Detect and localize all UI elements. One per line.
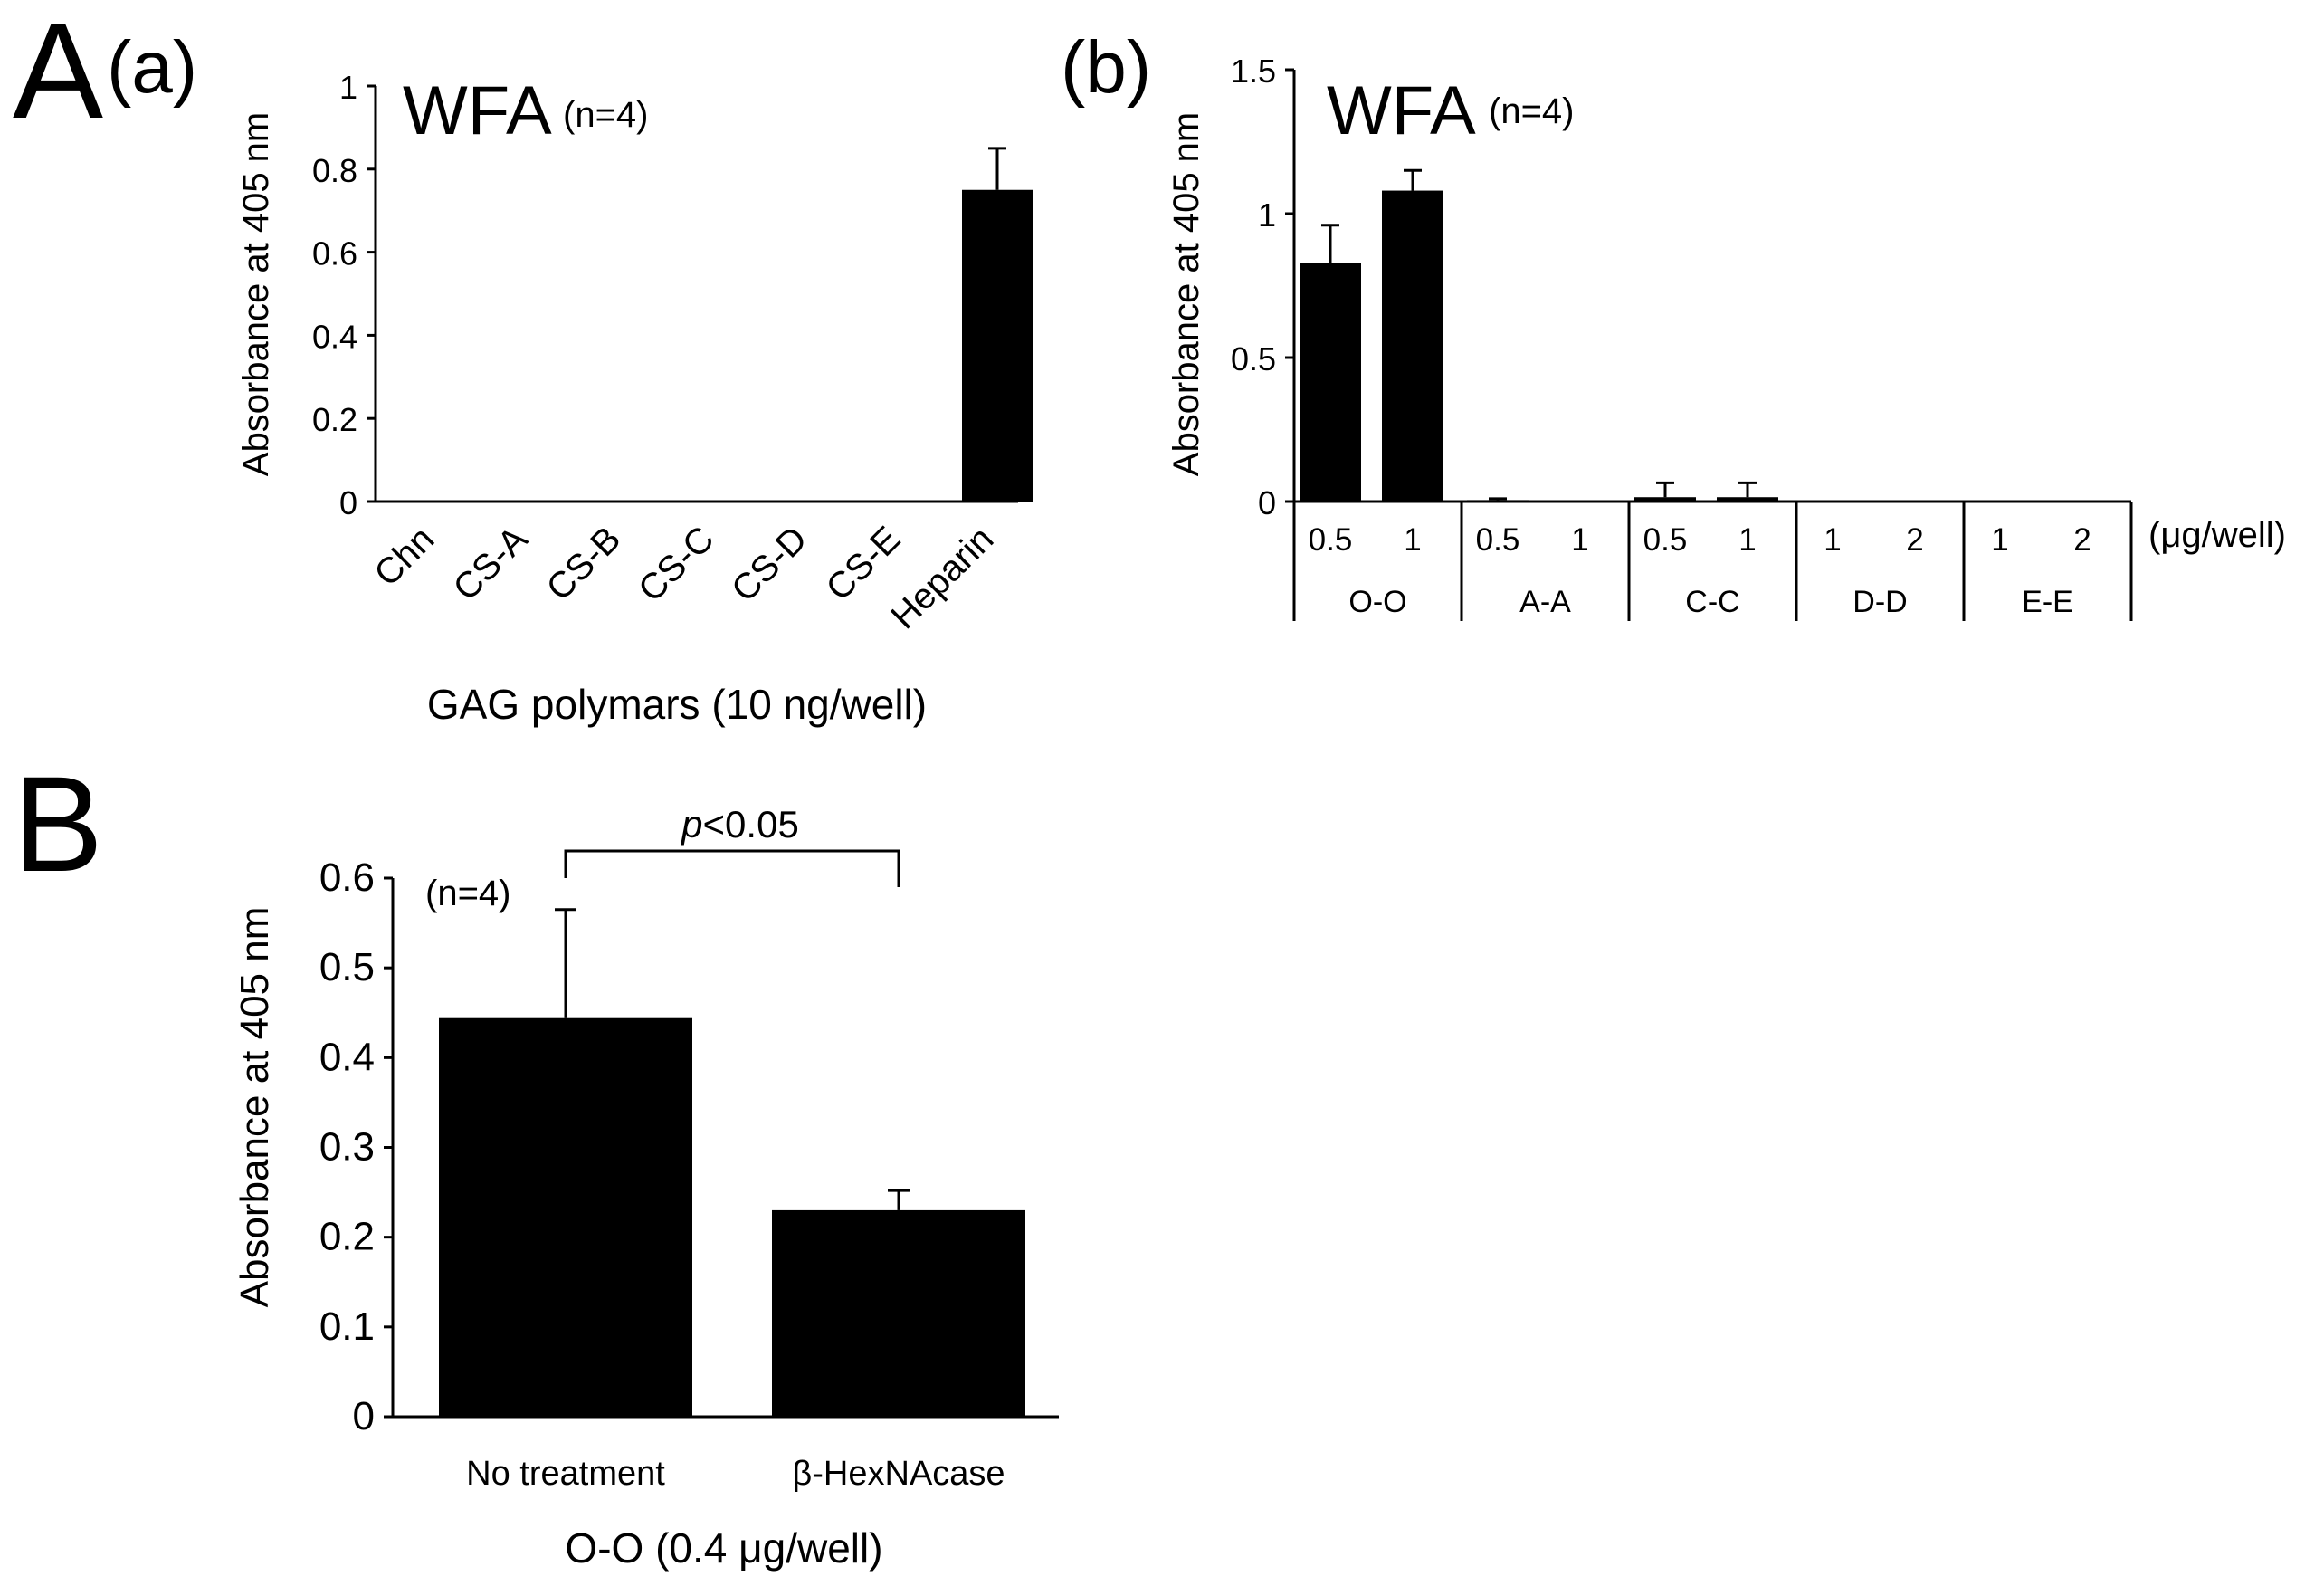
panel-label-b: (b) xyxy=(1061,26,1151,109)
chart-ab-bar xyxy=(1300,263,1361,502)
chart-ab-concentration-label: 0.5 xyxy=(1476,522,1520,558)
chart-ab-y-tick-label: 1 xyxy=(1258,196,1276,234)
chart-aa-y-tick-label: 0.2 xyxy=(312,401,357,438)
chart-ab-unit-label: (μg/well) xyxy=(2148,515,2286,555)
chart-ab-bar xyxy=(1717,497,1778,502)
chart-b-p-rest: <0.05 xyxy=(703,803,799,846)
chart-aa-bar xyxy=(962,189,1033,502)
chart-ab-group-label: O-O xyxy=(1348,585,1406,619)
chart-aa-y-tick-label: 1 xyxy=(339,69,357,106)
chart-aa-category-label: CS-D xyxy=(724,519,814,609)
chart-b-p-italic: p xyxy=(680,803,702,846)
chart-aa-category-label: Chn xyxy=(367,519,442,594)
chart-ab-y-tick-label: 1.5 xyxy=(1231,53,1276,90)
chart-b-y-axis-label: Absorbance at 405 nm xyxy=(233,907,277,1308)
chart-b-significance-bracket xyxy=(564,849,900,887)
chart-ab: WFA (n=4) Absorbance at 405 nm (μg/well)… xyxy=(1167,53,2286,621)
chart-aa-y-tick-label: 0.4 xyxy=(312,318,357,355)
panel-label-B: B xyxy=(13,748,103,900)
chart-ab-concentration-label: 1 xyxy=(1571,522,1588,558)
chart-b-category-label: β-HexNAcase xyxy=(792,1455,1005,1493)
chart-aa-y-tick-label: 0 xyxy=(339,484,357,521)
chart-ab-concentration-label: 1 xyxy=(1404,522,1421,558)
chart-ab-concentration-label: 0.5 xyxy=(1309,522,1353,558)
chart-aa-y-tick-label: 0.8 xyxy=(312,152,357,189)
chart-ab-n-label: (n=4) xyxy=(1489,91,1575,131)
chart-aa-category-label: Heparin xyxy=(883,519,1001,636)
panel-label-a: (a) xyxy=(107,26,197,109)
chart-ab-group-label: C-C xyxy=(1685,585,1739,619)
chart-aa-category-label: CS-A xyxy=(446,519,536,608)
chart-b-y-tick-label: 0.4 xyxy=(319,1035,375,1079)
chart-ab-concentration-label: 1 xyxy=(1738,522,1756,558)
chart-aa-y-tick-label: 0.6 xyxy=(312,235,357,272)
chart-b-y-tick-label: 0.1 xyxy=(319,1304,375,1349)
chart-aa-title: WFA xyxy=(403,72,552,149)
chart-b-y-tick-label: 0.6 xyxy=(319,855,375,900)
chart-b: (n=4) p<0.05 Absorbance at 405 nm O-O (0… xyxy=(233,803,1059,1572)
chart-b-x-axis-label: O-O (0.4 μg/well) xyxy=(565,1524,882,1572)
chart-aa-category-label: CS-B xyxy=(539,519,629,608)
chart-ab-concentration-label: 0.5 xyxy=(1643,522,1688,558)
chart-b-y-tick-label: 0.3 xyxy=(319,1125,375,1170)
panel-label-A: A xyxy=(13,0,103,147)
chart-aa-category-label: CS-E xyxy=(819,519,909,608)
chart-ab-y-tick-label: 0.5 xyxy=(1231,340,1276,377)
chart-ab-y-tick-label: 0 xyxy=(1258,484,1276,521)
chart-ab-bar xyxy=(1382,190,1443,502)
chart-ab-group-label: A-A xyxy=(1519,585,1571,619)
chart-ab-group-label: D-D xyxy=(1853,585,1907,619)
chart-b-category-label: No treatment xyxy=(466,1455,665,1493)
chart-b-bar xyxy=(439,1017,692,1417)
chart-aa-y-axis-label: Absorbance at 405 nm xyxy=(236,112,276,476)
chart-ab-bar xyxy=(1634,497,1696,502)
chart-b-y-tick-label: 0 xyxy=(353,1394,375,1438)
chart-aa-category-label: CS-C xyxy=(631,519,721,609)
chart-ab-concentration-label: 2 xyxy=(1906,522,1923,558)
chart-b-bar xyxy=(772,1209,1025,1417)
chart-ab-y-axis-label: Absorbance at 405 nm xyxy=(1167,112,1206,476)
chart-b-y-tick-label: 0.2 xyxy=(319,1215,375,1259)
chart-ab-concentration-label: 2 xyxy=(2073,522,2091,558)
chart-aa: WFA (n=4) Absorbance at 405 nm GAG polym… xyxy=(236,69,1033,728)
chart-b-y-tick-label: 0.5 xyxy=(319,945,375,989)
chart-ab-title: WFA xyxy=(1327,72,1476,149)
chart-ab-concentration-label: 1 xyxy=(1824,522,1841,558)
chart-ab-concentration-label: 1 xyxy=(1991,522,2008,558)
chart-ab-group-label: E-E xyxy=(2022,585,2073,619)
chart-aa-x-axis-label: GAG polymars (10 ng/well) xyxy=(427,681,927,728)
chart-b-significance-label: p<0.05 xyxy=(680,803,799,846)
chart-b-n-label: (n=4) xyxy=(425,874,511,913)
chart-aa-n-label: (n=4) xyxy=(563,95,649,135)
